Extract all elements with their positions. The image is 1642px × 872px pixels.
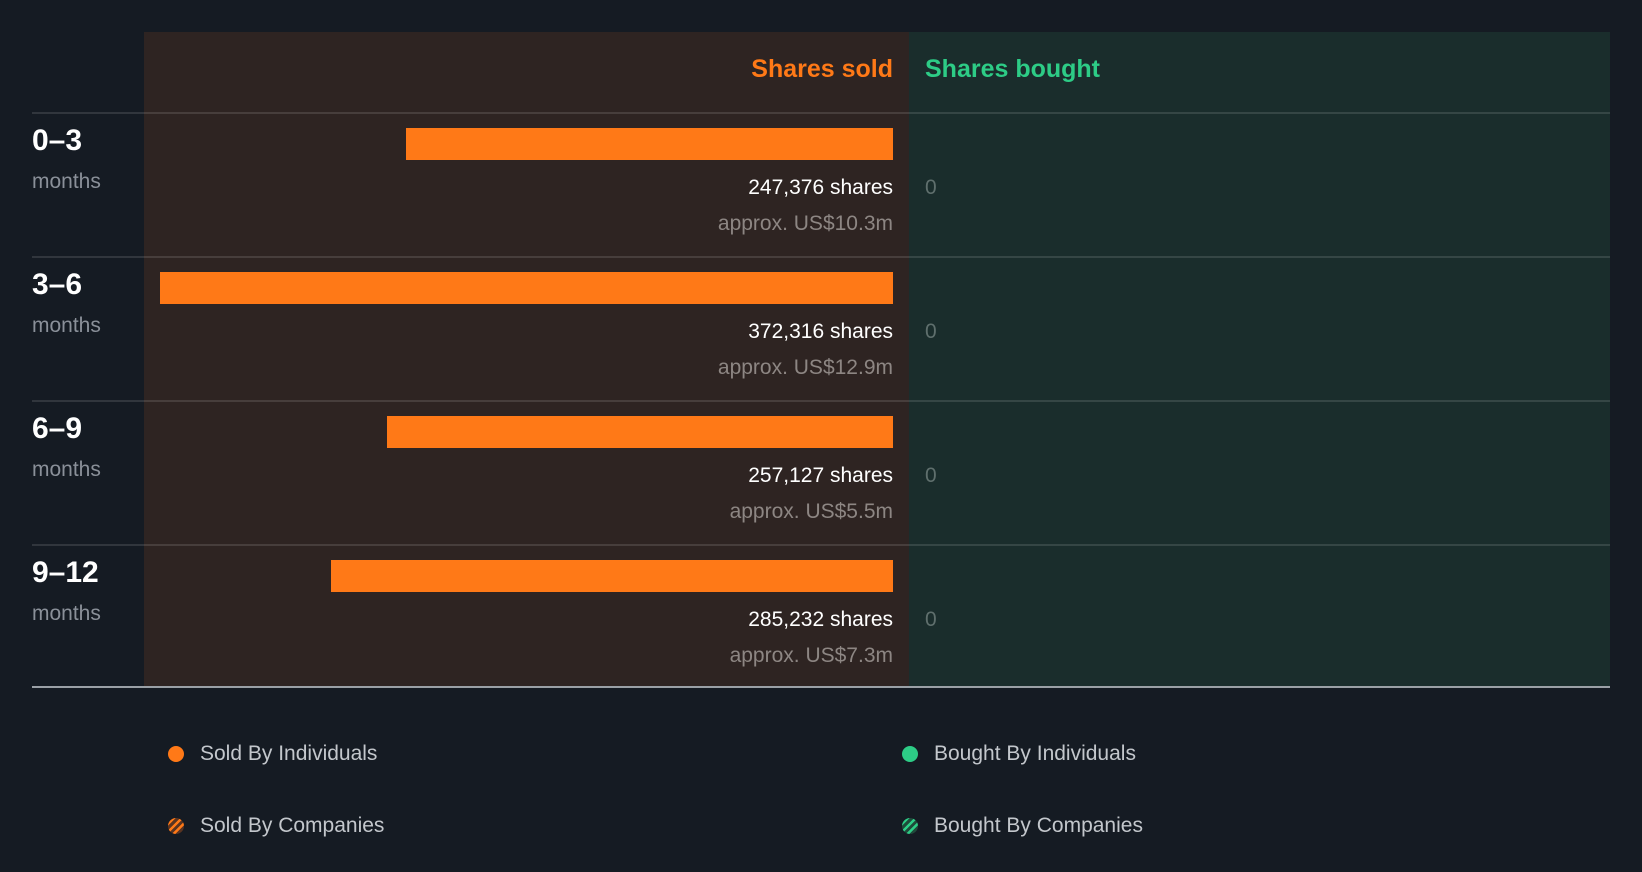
- legend-label: Sold By Individuals: [200, 742, 378, 765]
- period-unit: months: [32, 602, 101, 625]
- bought-shares-count: 0: [925, 608, 937, 631]
- period-range: 6–9: [32, 412, 83, 445]
- period-range: 0–3: [32, 124, 83, 157]
- legend-sold-by-individuals[interactable]: Sold By Individuals: [168, 740, 377, 768]
- period-unit: months: [32, 458, 101, 481]
- row-divider: [32, 256, 1610, 258]
- hatched-green-dot-icon: [902, 818, 918, 834]
- sold-bar[interactable]: [387, 416, 893, 448]
- legend-sold-by-companies[interactable]: Sold By Companies: [168, 812, 384, 840]
- hatched-orange-dot-icon: [168, 818, 184, 834]
- period-row-3-6: 3–6 months 372,316 shares approx. US$12.…: [0, 257, 1642, 401]
- period-unit: months: [32, 314, 101, 337]
- bought-shares-count: 0: [925, 176, 937, 199]
- period-range: 9–12: [32, 556, 99, 589]
- bought-shares-count: 0: [925, 320, 937, 343]
- row-divider: [32, 400, 1610, 402]
- legend-label: Sold By Companies: [200, 814, 385, 837]
- legend-label: Bought By Individuals: [934, 742, 1136, 765]
- solid-orange-dot-icon: [168, 746, 184, 762]
- sold-shares-count: 257,127 shares: [748, 464, 893, 487]
- bought-shares-count: 0: [925, 464, 937, 487]
- period-unit: months: [32, 170, 101, 193]
- sold-bar[interactable]: [406, 128, 893, 160]
- sold-value-approx: approx. US$10.3m: [717, 212, 893, 235]
- sold-bar[interactable]: [160, 272, 893, 304]
- sold-shares-count: 247,376 shares: [748, 176, 893, 199]
- period-range: 3–6: [32, 268, 83, 301]
- row-divider: [32, 112, 1610, 114]
- shares-sold-header: Shares sold: [751, 55, 893, 83]
- period-row-9-12: 9–12 months 285,232 shares approx. US$7.…: [0, 545, 1642, 689]
- sold-shares-count: 372,316 shares: [748, 320, 893, 343]
- sold-bar[interactable]: [331, 560, 893, 592]
- sold-value-approx: approx. US$5.5m: [729, 500, 893, 523]
- chart-baseline: [32, 686, 1610, 688]
- legend-label: Bought By Companies: [934, 814, 1143, 837]
- shares-bought-header: Shares bought: [925, 55, 1101, 83]
- sold-shares-count: 285,232 shares: [748, 608, 893, 631]
- row-divider: [32, 544, 1610, 546]
- solid-green-dot-icon: [902, 746, 918, 762]
- period-row-0-3: 0–3 months 247,376 shares approx. US$10.…: [0, 113, 1642, 257]
- legend-bought-by-companies[interactable]: Bought By Companies: [902, 812, 1143, 840]
- sold-value-approx: approx. US$7.3m: [729, 644, 893, 667]
- sold-value-approx: approx. US$12.9m: [717, 356, 893, 379]
- shares-bought-panel: [909, 32, 1610, 687]
- legend-bought-by-individuals[interactable]: Bought By Individuals: [902, 740, 1136, 768]
- period-row-6-9: 6–9 months 257,127 shares approx. US$5.5…: [0, 401, 1642, 545]
